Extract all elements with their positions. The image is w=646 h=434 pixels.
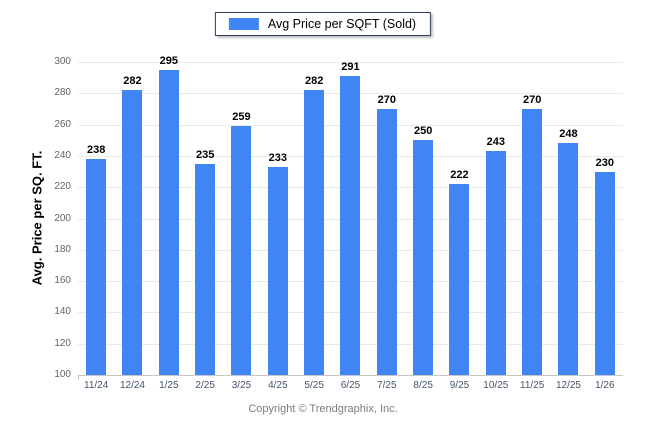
gridline — [78, 62, 623, 63]
bar-band: 235 — [187, 62, 223, 375]
legend: Avg Price per SQFT (Sold) — [214, 12, 432, 36]
bar-value-label: 235 — [195, 148, 215, 161]
bar-value-label: 270 — [522, 93, 542, 106]
bar-value-label: 248 — [559, 128, 578, 141]
bar-band: 238 — [78, 62, 114, 375]
bar-band: 259 — [223, 62, 259, 375]
y-tick-label: 300 — [54, 56, 71, 67]
bar-value-label: 282 — [123, 75, 142, 88]
y-tick-label: 140 — [54, 306, 71, 318]
bar-1/26 — [594, 171, 615, 375]
bar-3/25 — [231, 126, 252, 375]
bar-band: 291 — [332, 61, 368, 375]
y-tick-label: 180 — [54, 243, 71, 255]
y-tick-label: 100 — [54, 369, 71, 380]
x-tick-label: 4/25 — [268, 380, 288, 391]
legend-label: Avg Price per SQFT (Sold) — [267, 17, 417, 31]
bar-value-label: 291 — [341, 61, 360, 74]
bar-band: 250 — [405, 62, 441, 375]
bar-band: 243 — [478, 62, 514, 375]
legend-swatch-icon — [228, 18, 259, 30]
x-tick-label: 7/25 — [377, 380, 397, 391]
bar-12/25 — [558, 143, 579, 375]
bar-band: 295 — [151, 55, 187, 375]
bar-5/25 — [304, 90, 325, 375]
x-tick-label: 11/24 — [84, 380, 109, 391]
bar-value-label: 250 — [413, 125, 433, 138]
bar-band: 233 — [260, 62, 296, 375]
bar-value-label: 238 — [86, 144, 106, 157]
bar-11/25 — [522, 108, 543, 375]
bar-11/24 — [86, 159, 107, 375]
bar-value-label: 222 — [450, 169, 469, 182]
x-axis-origin-tick — [78, 376, 79, 380]
bar-band: 270 — [369, 62, 405, 375]
bar-value-label: 233 — [268, 151, 287, 164]
x-tick-label: 1/26 — [595, 380, 615, 391]
bar-band: 270 — [514, 62, 550, 375]
bar-12/24 — [122, 90, 143, 375]
bar-band: 282 — [114, 62, 150, 375]
y-tick-label: 120 — [54, 337, 71, 349]
bar-2/25 — [195, 163, 216, 375]
bar-value-label: 230 — [595, 156, 614, 169]
y-tick-label: 260 — [54, 118, 71, 130]
bar-band: 230 — [587, 62, 623, 375]
x-tick-label: 6/25 — [340, 380, 361, 391]
x-tick-label: 2/25 — [195, 380, 215, 391]
bar-9/25 — [449, 184, 470, 375]
bar-4/25 — [267, 166, 288, 375]
x-tick-label: 3/25 — [231, 380, 252, 391]
bar-value-label: 270 — [377, 93, 396, 106]
x-tick-label: 12/25 — [555, 380, 581, 391]
y-tick-label: 280 — [54, 87, 71, 99]
plot-area: 238 282 295 235 259 233 282 291 270 250 222 243 270 2… — [78, 55, 623, 380]
bar-1/25 — [158, 69, 179, 375]
y-tick-label: 160 — [54, 275, 71, 287]
bar-value-label: 282 — [304, 75, 324, 88]
x-tick-label: 12/24 — [119, 380, 145, 391]
bar-8/25 — [413, 140, 434, 375]
bar-value-label: 243 — [486, 136, 505, 149]
bar-band: 248 — [550, 62, 586, 375]
x-tick-label: 5/25 — [304, 380, 324, 391]
x-tick-label: 10/25 — [483, 380, 509, 391]
x-tick-label: 9/25 — [449, 380, 470, 391]
y-tick-label: 240 — [54, 149, 71, 161]
bar-6/25 — [340, 76, 361, 375]
y-tick-label: 200 — [54, 212, 71, 224]
bar-10/25 — [485, 151, 506, 375]
x-tick-label: 11/25 — [520, 380, 545, 391]
bar-band: 222 — [441, 62, 477, 375]
bar-value-label: 295 — [159, 54, 178, 67]
x-tick-label: 8/25 — [413, 380, 433, 391]
bar-value-label: 259 — [232, 111, 251, 124]
bar-7/25 — [376, 108, 397, 375]
x-tick-label: 1/25 — [159, 380, 179, 391]
copyright-text: Copyright © Trendgraphix, Inc. — [248, 403, 398, 415]
bar-band: 282 — [296, 62, 332, 375]
y-tick-label: 220 — [54, 181, 71, 193]
